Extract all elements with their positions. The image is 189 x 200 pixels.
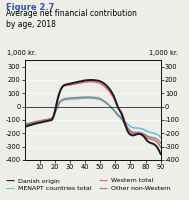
Text: —: — xyxy=(98,176,107,186)
Text: Danish origin: Danish origin xyxy=(18,178,60,184)
Text: Other non-Western: Other non-Western xyxy=(111,186,170,192)
Text: 1,000 kr.: 1,000 kr. xyxy=(7,50,36,56)
Text: Figure 2.7: Figure 2.7 xyxy=(6,3,54,12)
Text: —: — xyxy=(6,176,15,186)
Text: Average net financial contribution
by age, 2018: Average net financial contribution by ag… xyxy=(6,9,136,29)
Text: 1,000 kr.: 1,000 kr. xyxy=(149,50,178,56)
Text: Western total: Western total xyxy=(111,178,153,184)
Text: —: — xyxy=(98,184,107,194)
Text: —: — xyxy=(6,184,15,194)
Text: MENAPT countries total: MENAPT countries total xyxy=(18,186,92,192)
